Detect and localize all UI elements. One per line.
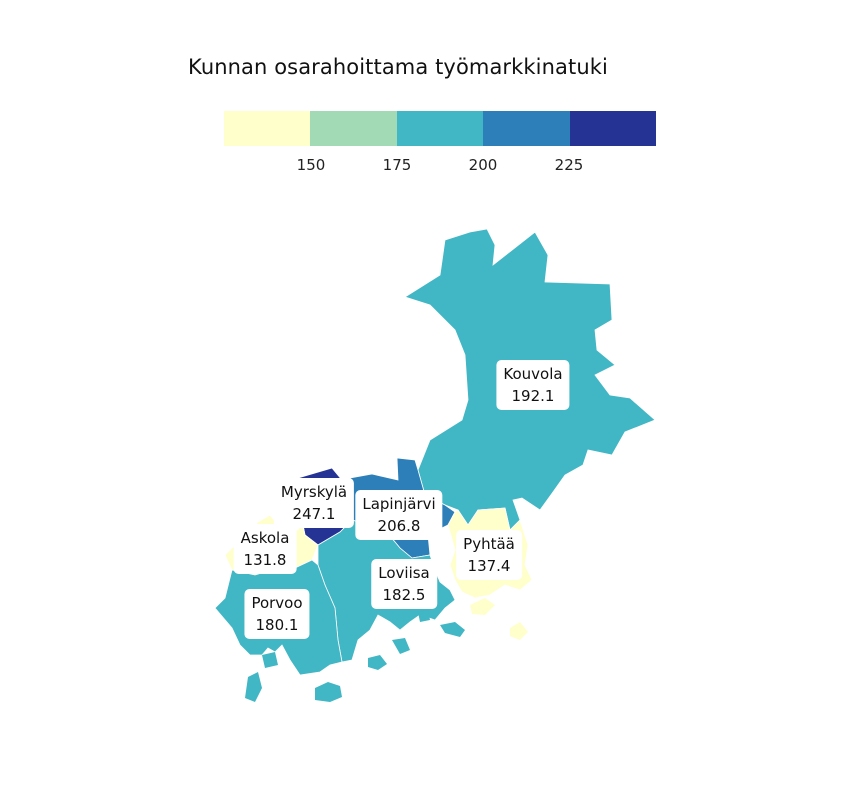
label-kouvola: Kouvola 192.1 <box>496 360 570 410</box>
label-pyhtaa-name: Pyhtää <box>463 535 515 553</box>
legend-swatch-2 <box>310 111 397 146</box>
region-loviisa-island-4 <box>418 610 430 622</box>
region-pyhtaa-island-1 <box>470 598 495 615</box>
label-kouvola-name: Kouvola <box>503 365 563 383</box>
legend-tick-225: 225 <box>554 156 584 174</box>
legend-tick-200: 200 <box>468 156 498 174</box>
label-loviisa-value: 182.5 <box>382 586 426 604</box>
label-loviisa: Loviisa 182.5 <box>371 559 437 609</box>
label-pyhtaa-value: 137.4 <box>467 557 511 575</box>
label-porvoo-name: Porvoo <box>251 594 303 612</box>
legend-swatch-3 <box>396 111 484 146</box>
region-porvoo-island-2 <box>315 682 342 702</box>
legend-swatch-5 <box>569 111 657 146</box>
label-askola: Askola 131.8 <box>233 524 297 574</box>
map-title: Kunnan osarahoittama työmarkkinatuki <box>188 55 608 79</box>
legend-tick-150: 150 <box>296 156 326 174</box>
label-myrskyla: Myrskylä 247.1 <box>273 478 355 528</box>
label-pyhtaa: Pyhtää 137.4 <box>456 530 522 580</box>
label-lapinjarvi-value: 206.8 <box>377 517 421 535</box>
region-porvoo-island-3 <box>262 652 278 668</box>
region-loviisa-island-3 <box>368 655 387 670</box>
label-loviisa-name: Loviisa <box>378 564 430 582</box>
label-kouvola-value: 192.1 <box>511 387 555 405</box>
legend-swatch-1 <box>224 111 311 146</box>
label-lapinjarvi: Lapinjärvi 206.8 <box>355 490 443 540</box>
label-askola-name: Askola <box>240 529 290 547</box>
color-legend <box>224 111 657 146</box>
legend-tick-175: 175 <box>382 156 412 174</box>
label-porvoo: Porvoo 180.1 <box>244 589 310 639</box>
label-myrskyla-name: Myrskylä <box>280 483 348 501</box>
label-porvoo-value: 180.1 <box>255 616 299 634</box>
label-lapinjarvi-name: Lapinjärvi <box>362 495 436 513</box>
legend-swatch-4 <box>483 111 570 146</box>
region-porvoo-island-1 <box>245 672 262 702</box>
label-myrskyla-value: 247.1 <box>292 505 336 523</box>
label-askola-value: 131.8 <box>243 551 287 569</box>
region-loviisa-island-2 <box>392 638 410 654</box>
region-loviisa-island-1 <box>440 622 465 637</box>
region-pyhtaa-island-2 <box>510 622 528 640</box>
